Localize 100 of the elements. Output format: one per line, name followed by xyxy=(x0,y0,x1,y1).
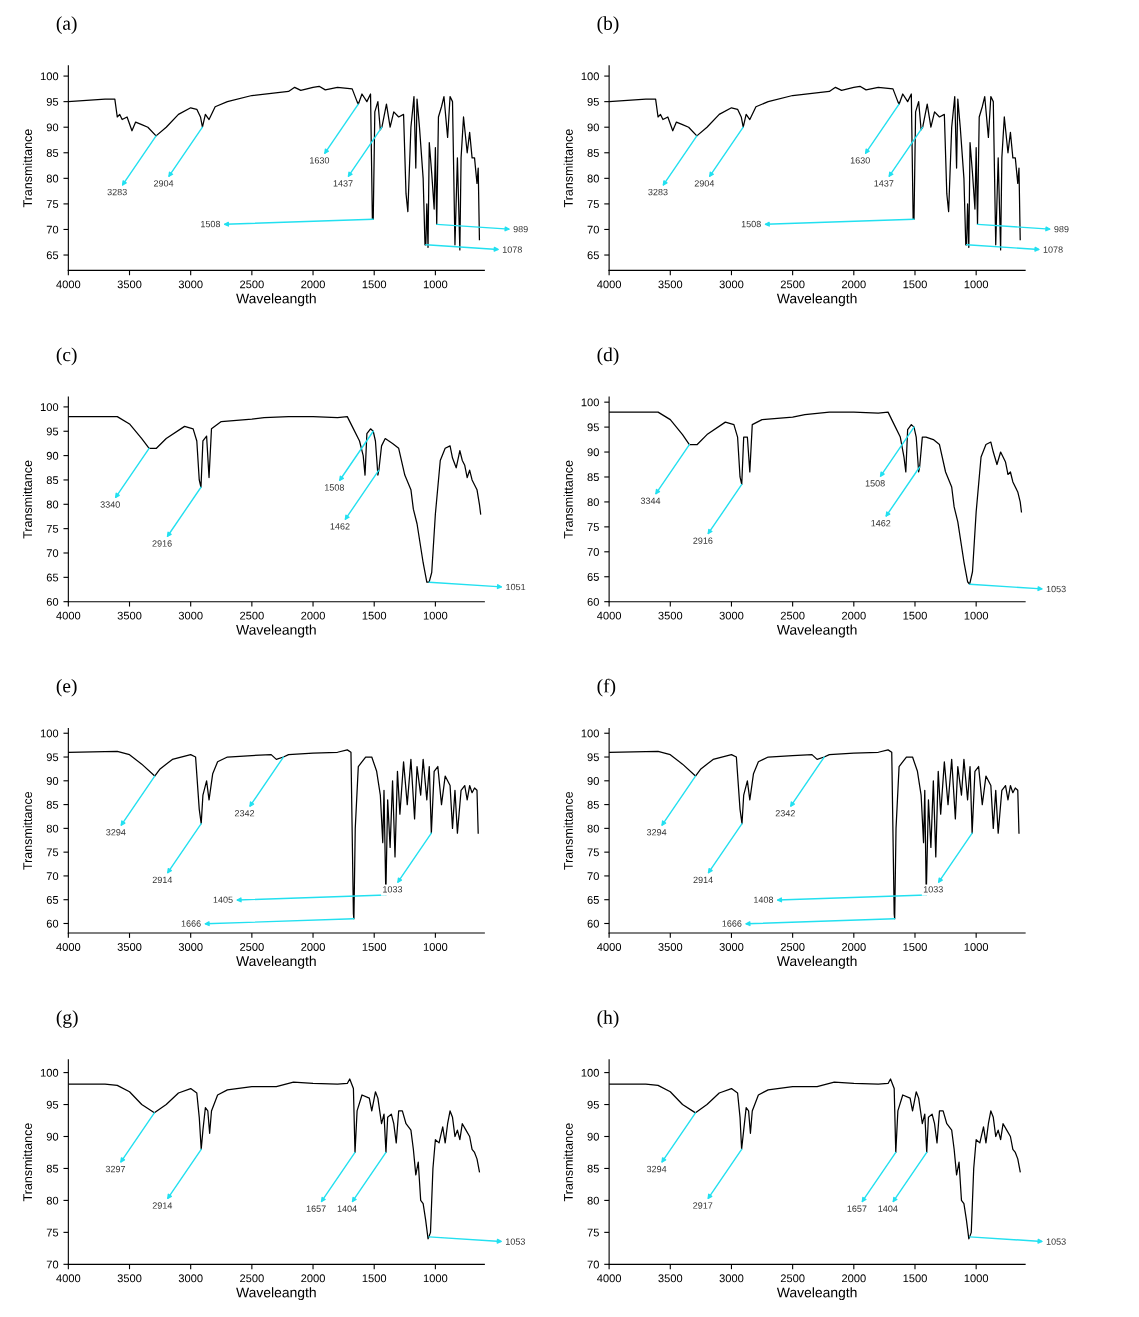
y-tick-label: 75 xyxy=(587,848,599,857)
y-tick-label: 95 xyxy=(587,97,599,106)
annotation: 3294 xyxy=(646,1165,667,1173)
x-tick-label: 1000 xyxy=(964,1274,989,1283)
y-tick-label: 85 xyxy=(587,800,599,809)
y-tick-label: 65 xyxy=(587,895,599,904)
annotation: 1657 xyxy=(306,1205,326,1212)
chart-title: (h) xyxy=(597,1010,619,1028)
annotation: 1630 xyxy=(850,157,870,164)
x-tick-label: 4000 xyxy=(597,1274,622,1283)
annotation: 2342 xyxy=(234,810,255,817)
x-axis-title: Waveleangth xyxy=(236,1287,316,1301)
y-tick-label: 65 xyxy=(46,573,59,582)
y-tick-label: 100 xyxy=(40,1068,59,1077)
annotation: 1508 xyxy=(201,220,221,228)
y-tick-label: 60 xyxy=(587,919,599,928)
chart-title: (a) xyxy=(56,16,77,34)
y-tick-label: 80 xyxy=(587,174,599,183)
x-tick-label: 4000 xyxy=(56,611,81,620)
x-tick-label: 2000 xyxy=(842,943,866,951)
x-tick-label: 3000 xyxy=(719,611,744,620)
annotation: 3283 xyxy=(107,188,127,196)
y-tick-label: 65 xyxy=(587,251,599,260)
x-tick-label: 1500 xyxy=(903,611,927,620)
chart-title: (c) xyxy=(56,347,77,366)
x-tick-label: 1500 xyxy=(903,280,927,289)
x-tick-label: 3500 xyxy=(658,611,683,620)
x-tick-label: 1500 xyxy=(362,1274,387,1283)
annotation: 2916 xyxy=(152,540,172,547)
y-tick-label: 85 xyxy=(587,473,599,482)
annotation: 1405 xyxy=(213,896,233,903)
x-tick-label: 2500 xyxy=(780,1274,805,1283)
x-tick-label: 3000 xyxy=(178,611,203,620)
y-tick-label: 95 xyxy=(46,427,59,436)
x-tick-label: 2500 xyxy=(780,280,805,289)
y-tick-label: 90 xyxy=(587,1132,599,1141)
y-tick-label: 80 xyxy=(46,1196,59,1205)
y-tick-label: 100 xyxy=(40,403,59,412)
annotation: 1404 xyxy=(337,1205,357,1212)
chart-title: (e) xyxy=(56,678,77,697)
x-axis-title: Waveleangth xyxy=(776,1287,857,1301)
x-tick-label: 2000 xyxy=(842,611,866,620)
annotation: 989 xyxy=(1054,225,1069,233)
x-tick-label: 3500 xyxy=(658,943,683,951)
y-tick-label: 60 xyxy=(587,597,599,606)
x-tick-label: 2500 xyxy=(780,943,805,951)
y-axis-title: Transmittance xyxy=(563,129,573,208)
annotation: 1053 xyxy=(1046,585,1066,593)
annotation: 1437 xyxy=(333,180,353,187)
x-tick-label: 2000 xyxy=(301,943,325,951)
y-tick-label: 70 xyxy=(587,872,599,881)
y-axis-title: Transmittance xyxy=(563,791,573,870)
annotation: 989 xyxy=(513,225,528,233)
y-tick-label: 85 xyxy=(587,149,599,157)
y-tick-label: 100 xyxy=(581,1068,599,1077)
annotation: 3294 xyxy=(106,829,126,836)
x-tick-label: 3000 xyxy=(719,943,744,951)
x-tick-label: 1500 xyxy=(903,943,927,951)
y-axis-title: Transmittance xyxy=(563,460,573,539)
x-tick-label: 2000 xyxy=(301,611,325,620)
x-axis-title: Waveleangth xyxy=(776,624,857,638)
x-tick-label: 2000 xyxy=(301,1274,325,1283)
y-tick-label: 65 xyxy=(46,895,59,904)
x-axis-title: Waveleangth xyxy=(236,624,316,638)
y-tick-label: 60 xyxy=(46,919,59,928)
y-tick-label: 90 xyxy=(46,451,59,460)
x-tick-label: 1500 xyxy=(362,943,387,951)
y-tick-label: 70 xyxy=(46,1260,59,1269)
y-tick-label: 85 xyxy=(46,149,59,157)
annotation: 3344 xyxy=(640,497,661,504)
y-tick-label: 75 xyxy=(587,200,599,209)
x-axis-title: Waveleangth xyxy=(776,955,857,969)
y-tick-label: 100 xyxy=(581,398,599,407)
y-tick-label: 75 xyxy=(587,523,599,531)
annotation: 2904 xyxy=(153,180,174,187)
x-tick-label: 3000 xyxy=(178,280,203,289)
y-tick-label: 90 xyxy=(46,123,59,132)
x-tick-label: 1000 xyxy=(964,943,989,951)
annotation: 2914 xyxy=(152,1202,173,1209)
annotation: 1666 xyxy=(722,920,742,927)
x-tick-label: 2500 xyxy=(240,611,264,620)
annotation: 2916 xyxy=(693,537,713,544)
x-tick-label: 1000 xyxy=(423,280,448,289)
y-axis-title: Transmittance xyxy=(22,791,33,870)
x-tick-label: 1000 xyxy=(423,943,448,951)
annotation: 1508 xyxy=(324,484,344,491)
x-tick-label: 3000 xyxy=(178,943,203,951)
y-tick-label: 80 xyxy=(46,824,59,833)
annotation: 1033 xyxy=(923,886,943,893)
annotation: 2914 xyxy=(152,876,173,884)
x-tick-label: 2500 xyxy=(240,1274,264,1283)
y-tick-label: 75 xyxy=(46,848,59,857)
annotation: 2904 xyxy=(694,180,715,187)
y-axis-title: Transmittance xyxy=(563,1123,573,1202)
annotation: 1404 xyxy=(878,1205,898,1212)
y-axis-title: Transmittance xyxy=(22,1123,33,1202)
annotation: 1462 xyxy=(871,520,891,527)
annotation: 1508 xyxy=(741,220,761,228)
x-tick-label: 2500 xyxy=(240,943,264,951)
chart-title: (g) xyxy=(56,1010,78,1028)
